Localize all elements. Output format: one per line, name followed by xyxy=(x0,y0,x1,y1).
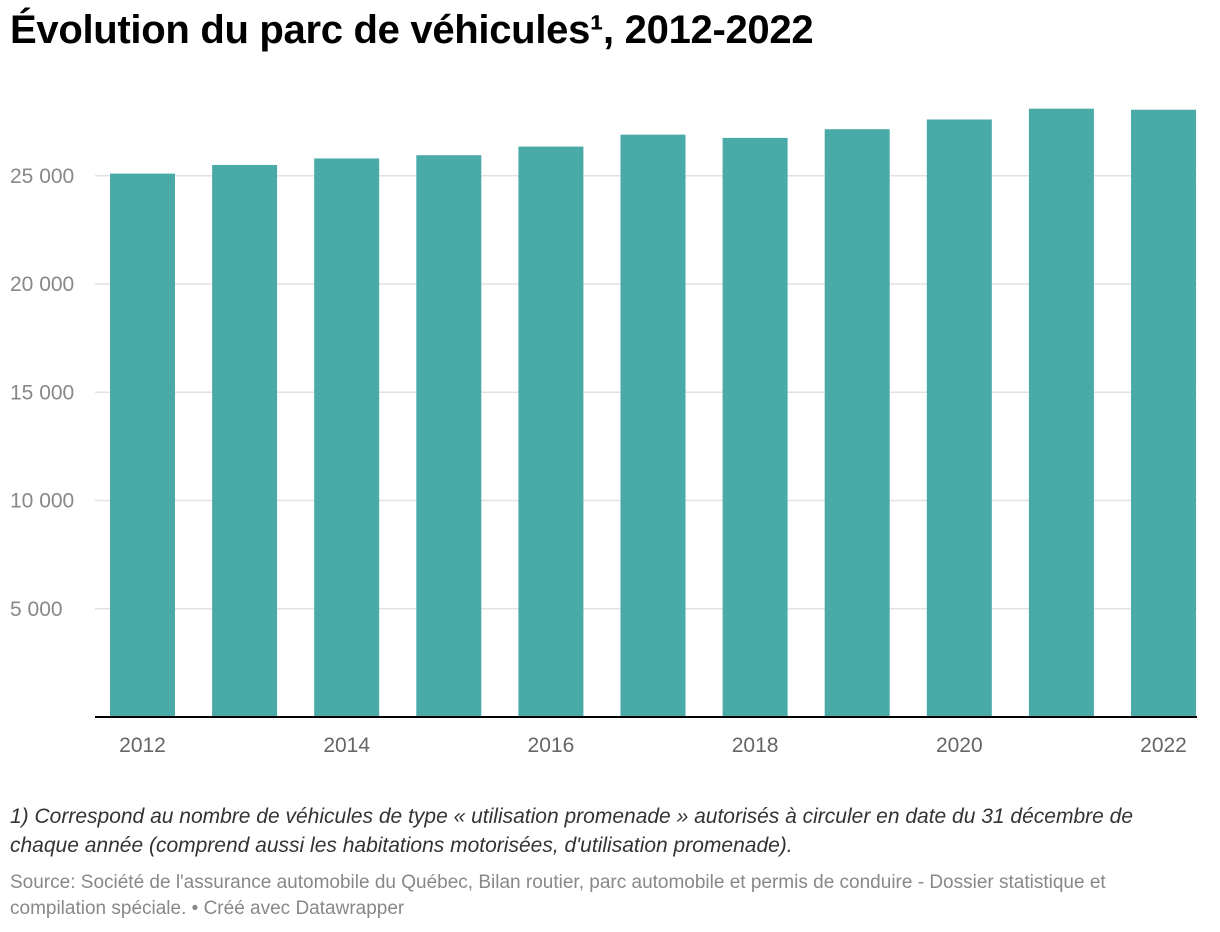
y-tick-label: 10 000 xyxy=(10,490,74,513)
x-axis-tick-labels: 2012 2014 2016 2018 2020 2022 xyxy=(119,734,1187,757)
source-text: Société de l'assurance automobile du Qué… xyxy=(10,872,1106,919)
x-tick-label: 2022 xyxy=(1140,734,1187,757)
bar xyxy=(1028,108,1094,717)
y-tick-label: 20 000 xyxy=(10,273,74,296)
bar xyxy=(926,119,992,718)
bar xyxy=(110,173,175,717)
bar xyxy=(722,137,788,717)
source-label: Source: xyxy=(10,872,81,893)
footnote: 1) Correspond au nombre de véhicules de … xyxy=(10,805,1134,857)
y-tick-label: 15 000 xyxy=(10,381,74,404)
y-tick-label: 5 000 xyxy=(10,598,63,621)
bar xyxy=(416,155,482,717)
x-tick-label: 2018 xyxy=(732,734,779,757)
bar xyxy=(1131,109,1196,717)
bar xyxy=(314,158,380,717)
bar xyxy=(620,134,686,717)
x-tick-label: 2016 xyxy=(528,734,575,757)
bar xyxy=(824,129,890,717)
bar xyxy=(212,164,278,717)
credit-text: • Créé avec Datawrapper xyxy=(186,898,405,919)
y-axis-tick-labels: 5 000 10 000 15 000 20 000 25 000 xyxy=(10,165,74,621)
chart-title: Évolution du parc de véhicules¹, 2012-20… xyxy=(10,8,814,52)
source-line: Source: Société de l'assurance automobil… xyxy=(10,870,1190,922)
y-tick-label: 25 000 xyxy=(10,165,74,188)
bars xyxy=(110,108,1196,718)
x-tick-label: 2012 xyxy=(119,734,166,757)
x-tick-label: 2020 xyxy=(936,734,983,757)
x-tick-label: 2014 xyxy=(323,734,370,757)
bar xyxy=(518,146,584,718)
